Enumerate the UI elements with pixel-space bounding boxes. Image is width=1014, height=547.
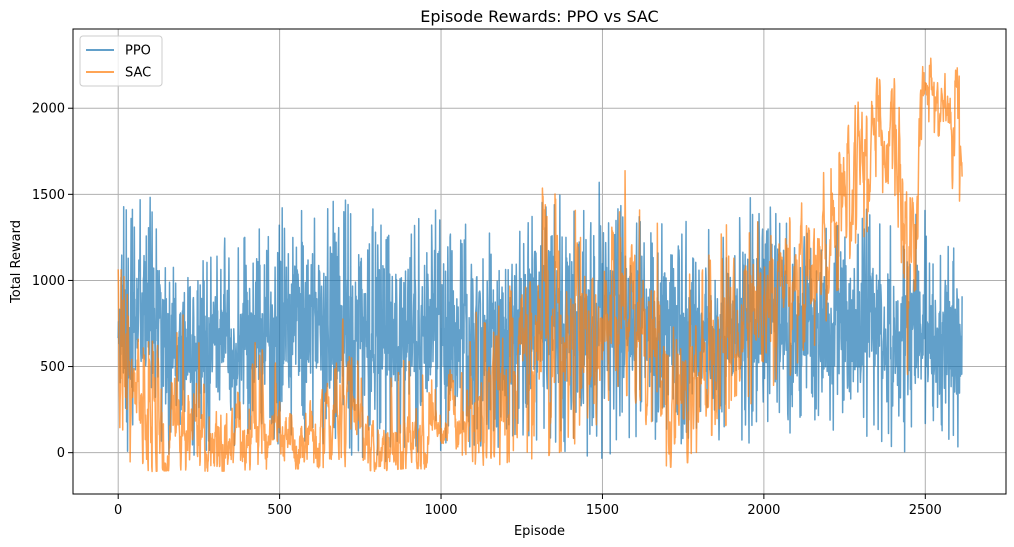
- y-tick-label: 500: [40, 360, 65, 375]
- y-tick-label: 0: [57, 446, 65, 461]
- x-tick-label: 2000: [747, 503, 780, 518]
- x-tick-label: 500: [267, 503, 292, 518]
- legend-label-sac: SAC: [125, 66, 151, 81]
- x-tick-label: 0: [114, 503, 122, 518]
- y-tick-label: 1500: [32, 188, 65, 203]
- plot-frame: [72, 28, 1007, 495]
- legend-box: [79, 35, 163, 87]
- legend: PPO SAC: [79, 35, 163, 87]
- chart-title: Episode Rewards: PPO vs SAC: [420, 7, 658, 26]
- x-axis-label: Episode: [514, 524, 565, 539]
- x-tick-label: 1000: [424, 503, 457, 518]
- y-axis-label: Total Reward: [9, 220, 24, 304]
- x-tick-label: 1500: [586, 503, 619, 518]
- tick-layer: 0 500 1000 1500 2000 2500 0 500 1000 1500 2000: [32, 102, 942, 518]
- y-tick-label: 2000: [32, 102, 65, 117]
- legend-label-ppo: PPO: [125, 44, 151, 59]
- x-tick-label: 2500: [909, 503, 942, 518]
- series-layer: [117, 57, 963, 473]
- y-tick-label: 1000: [32, 274, 65, 289]
- series-line-sac: [117, 57, 963, 473]
